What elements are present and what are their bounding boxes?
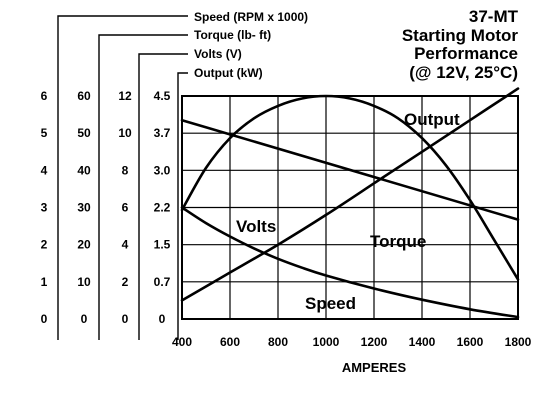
axis-legend: Speed (RPM x 1000) Torque (lb- ft) Volts… <box>194 10 308 80</box>
legend-torque: Torque (lb- ft) <box>194 28 271 42</box>
x-tick-1: 600 <box>220 335 240 349</box>
x-tick-4: 1200 <box>361 335 388 349</box>
tick-volts-0: 0 <box>122 312 129 326</box>
tick-volts-6: 12 <box>118 89 132 103</box>
title-line-2: Starting Motor <box>402 26 519 45</box>
axis-brackets <box>57 15 188 340</box>
series-line-torque <box>180 87 520 302</box>
tick-torque-1: 10 <box>77 275 91 289</box>
x-tick-5: 1400 <box>409 335 436 349</box>
tick-output-5: 3.7 <box>154 126 171 140</box>
tick-torque-2: 20 <box>77 238 91 252</box>
bracket-volts <box>138 53 188 340</box>
tick-torque-4: 40 <box>77 163 91 177</box>
tick-output-4: 3.0 <box>154 163 171 177</box>
tick-torque-0: 0 <box>81 312 88 326</box>
tick-speed-3: 3 <box>41 201 48 215</box>
tick-output-2: 1.5 <box>154 238 171 252</box>
bracket-output <box>177 72 188 340</box>
tick-volts-2: 4 <box>122 238 129 252</box>
bracket-torque <box>98 34 188 340</box>
tick-speed-0: 0 <box>41 312 48 326</box>
tick-speed-2: 2 <box>41 238 48 252</box>
bracket-speed <box>57 15 188 340</box>
x-axis-label: AMPERES <box>342 360 407 375</box>
x-tick-7: 1800 <box>505 335 532 349</box>
tick-volts-5: 10 <box>118 126 132 140</box>
chart-title: 37-MT Starting Motor Performance (@ 12V,… <box>402 7 519 82</box>
tick-volts-4: 8 <box>122 163 129 177</box>
tick-torque-6: 60 <box>77 89 91 103</box>
tick-speed-4: 4 <box>41 163 48 177</box>
series-line-volts <box>180 118 520 221</box>
tick-output-3: 2.2 <box>154 201 171 215</box>
tick-volts-1: 2 <box>122 275 129 289</box>
tick-speed-6: 6 <box>41 89 48 103</box>
title-line-4: (@ 12V, 25°C) <box>409 63 518 82</box>
tick-output-1: 0.7 <box>154 275 171 289</box>
tick-torque-3: 30 <box>77 201 91 215</box>
series-line-output <box>180 94 520 281</box>
tick-layer: 0123456010203040506002468101200.71.52.23… <box>41 89 532 349</box>
x-tick-0: 400 <box>172 335 192 349</box>
title-line-1: 37-MT <box>469 7 519 26</box>
tick-speed-1: 1 <box>41 275 48 289</box>
series-line-speed <box>180 206 520 319</box>
grid <box>181 95 519 320</box>
legend-volts: Volts (V) <box>194 47 242 61</box>
tick-torque-5: 50 <box>77 126 91 140</box>
series-label-volts: Volts <box>236 217 276 236</box>
series-label-torque: Torque <box>370 232 426 251</box>
tick-volts-3: 6 <box>122 201 129 215</box>
x-tick-6: 1600 <box>457 335 484 349</box>
series-label-output: Output <box>404 110 460 129</box>
series-label-speed: Speed <box>305 294 356 313</box>
series-layer <box>180 87 520 319</box>
legend-output: Output (kW) <box>194 66 263 80</box>
title-line-3: Performance <box>414 44 518 63</box>
x-tick-2: 800 <box>268 335 288 349</box>
tick-speed-5: 5 <box>41 126 48 140</box>
tick-output-6: 4.5 <box>154 89 171 103</box>
x-tick-3: 1000 <box>313 335 340 349</box>
tick-output-0: 0 <box>159 312 166 326</box>
legend-speed: Speed (RPM x 1000) <box>194 10 308 24</box>
